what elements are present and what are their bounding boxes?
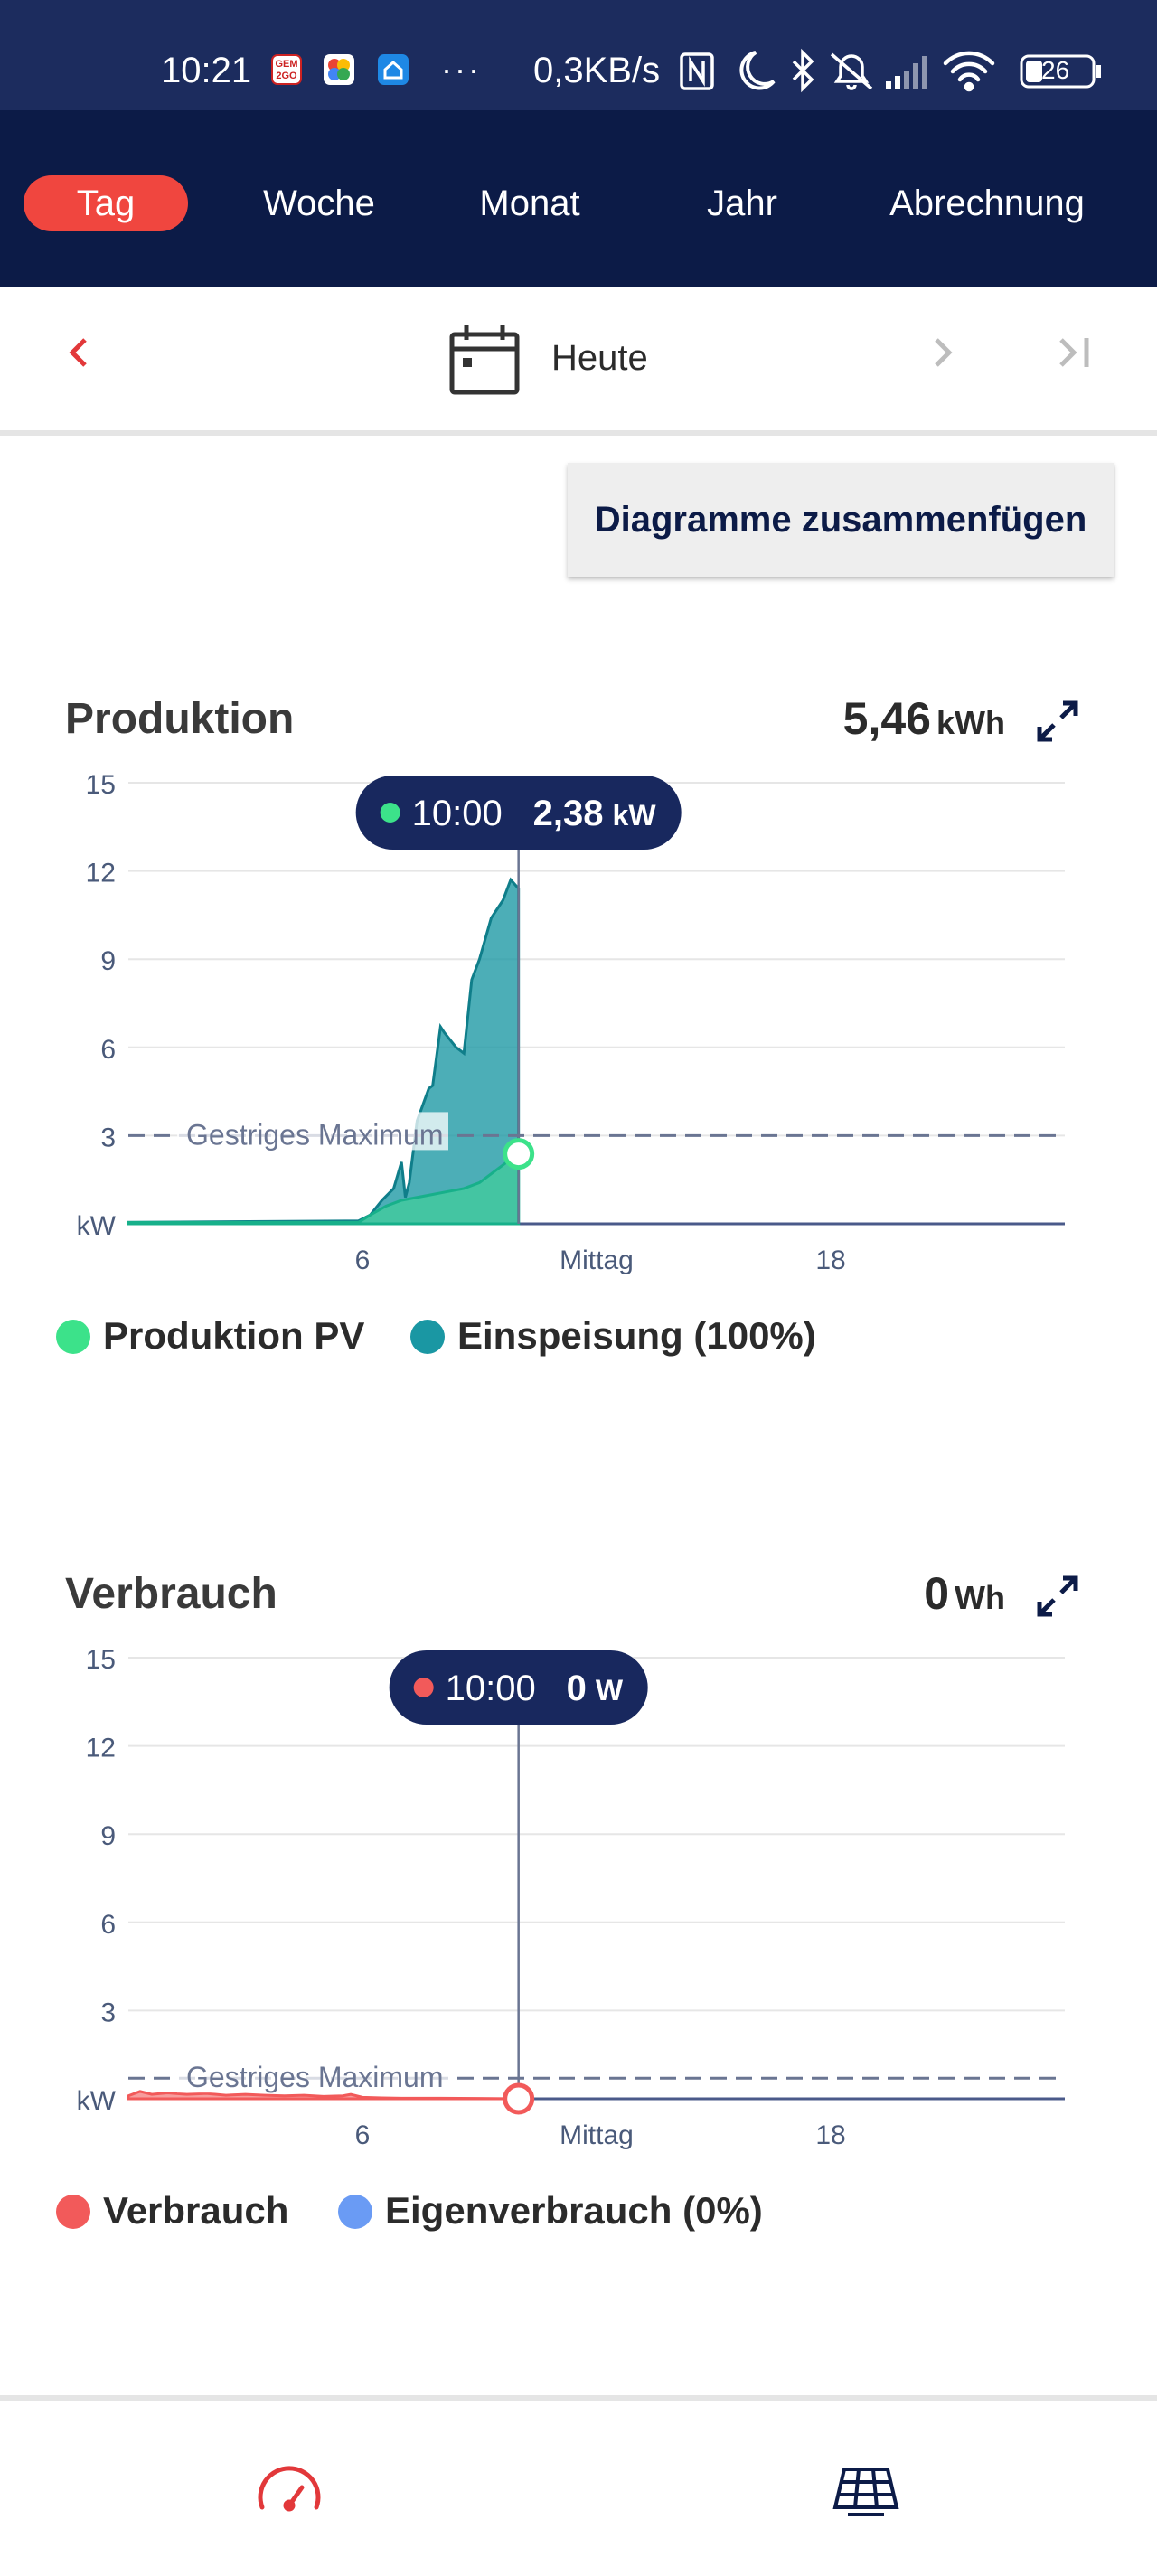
y-tick-label: 9 — [100, 1821, 116, 1851]
tooltip — [355, 776, 682, 850]
period-tab-bar: Tag Woche Monat Jahr Abrechnung — [0, 110, 1157, 287]
chevron-right-icon — [935, 338, 953, 367]
status-bar: 10:21 GEM 2GO ··· 0,3KB/s — [0, 0, 1157, 110]
y-tick-label: 9 — [100, 946, 116, 976]
date-label[interactable]: Heute — [551, 338, 648, 378]
battery-icon — [1020, 54, 1101, 89]
consumption-total-value: 0 — [924, 1568, 950, 1619]
legend-dot-consumption — [56, 2195, 90, 2229]
expand-icon — [1037, 1575, 1078, 1617]
series-area-1 — [127, 2090, 519, 2101]
reference-label-bg — [177, 2054, 448, 2093]
y-tick-label: 6 — [100, 1035, 116, 1065]
y-tick-label: 15 — [86, 770, 116, 800]
x-tick-label: 6 — [355, 2120, 371, 2150]
skip-to-today-button[interactable] — [1052, 325, 1097, 391]
previous-day-button[interactable] — [60, 325, 96, 391]
production-title: Produktion — [65, 695, 295, 743]
consumption-chart: 15 12 9 6 3 kW 6 Mittag 18 Gestriges Maximum 10:00… — [77, 1645, 1065, 2150]
tooltip — [389, 1650, 648, 1725]
skip-to-last-icon — [1059, 338, 1089, 367]
speedometer-icon — [258, 2466, 321, 2512]
bottom-navigation — [0, 2395, 1157, 2576]
legend-dot-feed-in — [410, 1320, 445, 1354]
wifi-icon — [943, 51, 995, 92]
tab-tag[interactable]: Tag — [24, 175, 188, 231]
merge-charts-button[interactable]: Diagramme zusammenfügen — [568, 463, 1114, 577]
consumption-total: 0 Wh — [795, 1567, 1005, 1620]
y-tick-label: kW — [77, 2086, 117, 2116]
moon-icon — [739, 51, 776, 90]
network-speed: 0,3KB/s — [533, 51, 661, 90]
y-tick-label: 12 — [86, 859, 116, 888]
next-day-button[interactable] — [926, 325, 962, 391]
nfc-icon — [680, 52, 714, 90]
legend-item-self-consumption[interactable]: Eigenverbrauch (0%) — [338, 2189, 763, 2233]
chevron-left-icon — [69, 338, 87, 367]
expand-icon — [1037, 700, 1078, 742]
tab-woche[interactable]: Woche — [263, 183, 375, 223]
production-chart: 15 12 9 6 3 kW 6 Mittag 18 Gestriges Maximum 10:00… — [77, 770, 1065, 1275]
battery-level: 26 — [1041, 56, 1070, 84]
tab-jahr[interactable]: Jahr — [707, 183, 777, 223]
legend-dot-production-pv — [56, 1320, 90, 1354]
y-tick-label: 3 — [100, 1123, 116, 1152]
legend-item-feed-in[interactable]: Einspeisung (100%) — [410, 1314, 816, 1358]
consumption-total-unit: Wh — [955, 1579, 1005, 1616]
signal-icon — [886, 56, 927, 89]
y-tick-label: 3 — [100, 1998, 116, 2027]
legend-dot-self-consumption — [338, 2195, 372, 2229]
cursor-marker — [503, 1138, 535, 1170]
tooltip-unit: W — [596, 1674, 624, 1706]
calendar-icon — [449, 325, 520, 395]
series-area-1 — [127, 877, 521, 1226]
tooltip-time: 10:00 — [412, 794, 503, 833]
nav-solar-button[interactable] — [830, 2453, 902, 2525]
tooltip-time: 10:00 — [446, 1669, 536, 1708]
tab-abrechnung[interactable]: Abrechnung — [889, 183, 1085, 223]
calendar-button[interactable] — [447, 322, 522, 402]
google-photos-icon — [324, 54, 354, 85]
home-app-icon — [378, 54, 409, 85]
x-tick-label: 18 — [815, 1246, 845, 1275]
x-tick-label: Mittag — [560, 2120, 634, 2150]
y-tick-label: 15 — [86, 1645, 116, 1675]
reference-label-bg — [177, 1112, 448, 1151]
production-total-value: 5,46 — [842, 693, 931, 744]
production-total: 5,46 kWh — [795, 692, 1005, 745]
y-tick-label: kW — [77, 1211, 117, 1241]
tooltip-dot — [413, 1678, 434, 1697]
consumption-title: Verbrauch — [65, 1570, 277, 1618]
bluetooth-icon — [792, 48, 814, 93]
solar-panel-icon — [832, 2468, 899, 2516]
status-time: 10:21 — [161, 51, 252, 90]
date-navigation: Heute — [0, 287, 1157, 436]
y-tick-label: 12 — [86, 1734, 116, 1763]
y-tick-label: 6 — [100, 1910, 116, 1940]
tab-monat[interactable]: Monat — [479, 183, 580, 223]
x-tick-label: 18 — [815, 2120, 845, 2150]
more-notifications-icon: ··· — [441, 51, 482, 88]
x-tick-label: 6 — [355, 1246, 371, 1275]
reference-line-label: Gestriges Maximum — [186, 1118, 444, 1151]
mute-icon — [830, 52, 873, 90]
tooltip-dot — [380, 803, 400, 823]
reference-line-label: Gestriges Maximum — [186, 2061, 444, 2093]
legend-item-production-pv[interactable]: Produktion PV — [56, 1314, 364, 1358]
x-tick-label: Mittag — [560, 1246, 634, 1275]
production-total-unit: kWh — [936, 704, 1005, 741]
tooltip-value: 2,38 kW — [533, 794, 657, 833]
tooltip-unit: kW — [613, 799, 657, 832]
legend-item-consumption[interactable]: Verbrauch — [56, 2189, 288, 2233]
expand-consumption-button[interactable] — [1034, 1573, 1081, 1620]
nav-dashboard-button[interactable] — [253, 2453, 325, 2525]
cursor-marker — [503, 2082, 535, 2115]
expand-production-button[interactable] — [1034, 698, 1081, 745]
gem2go-icon: GEM 2GO — [271, 54, 302, 85]
status-icons: 26 — [676, 45, 1110, 104]
